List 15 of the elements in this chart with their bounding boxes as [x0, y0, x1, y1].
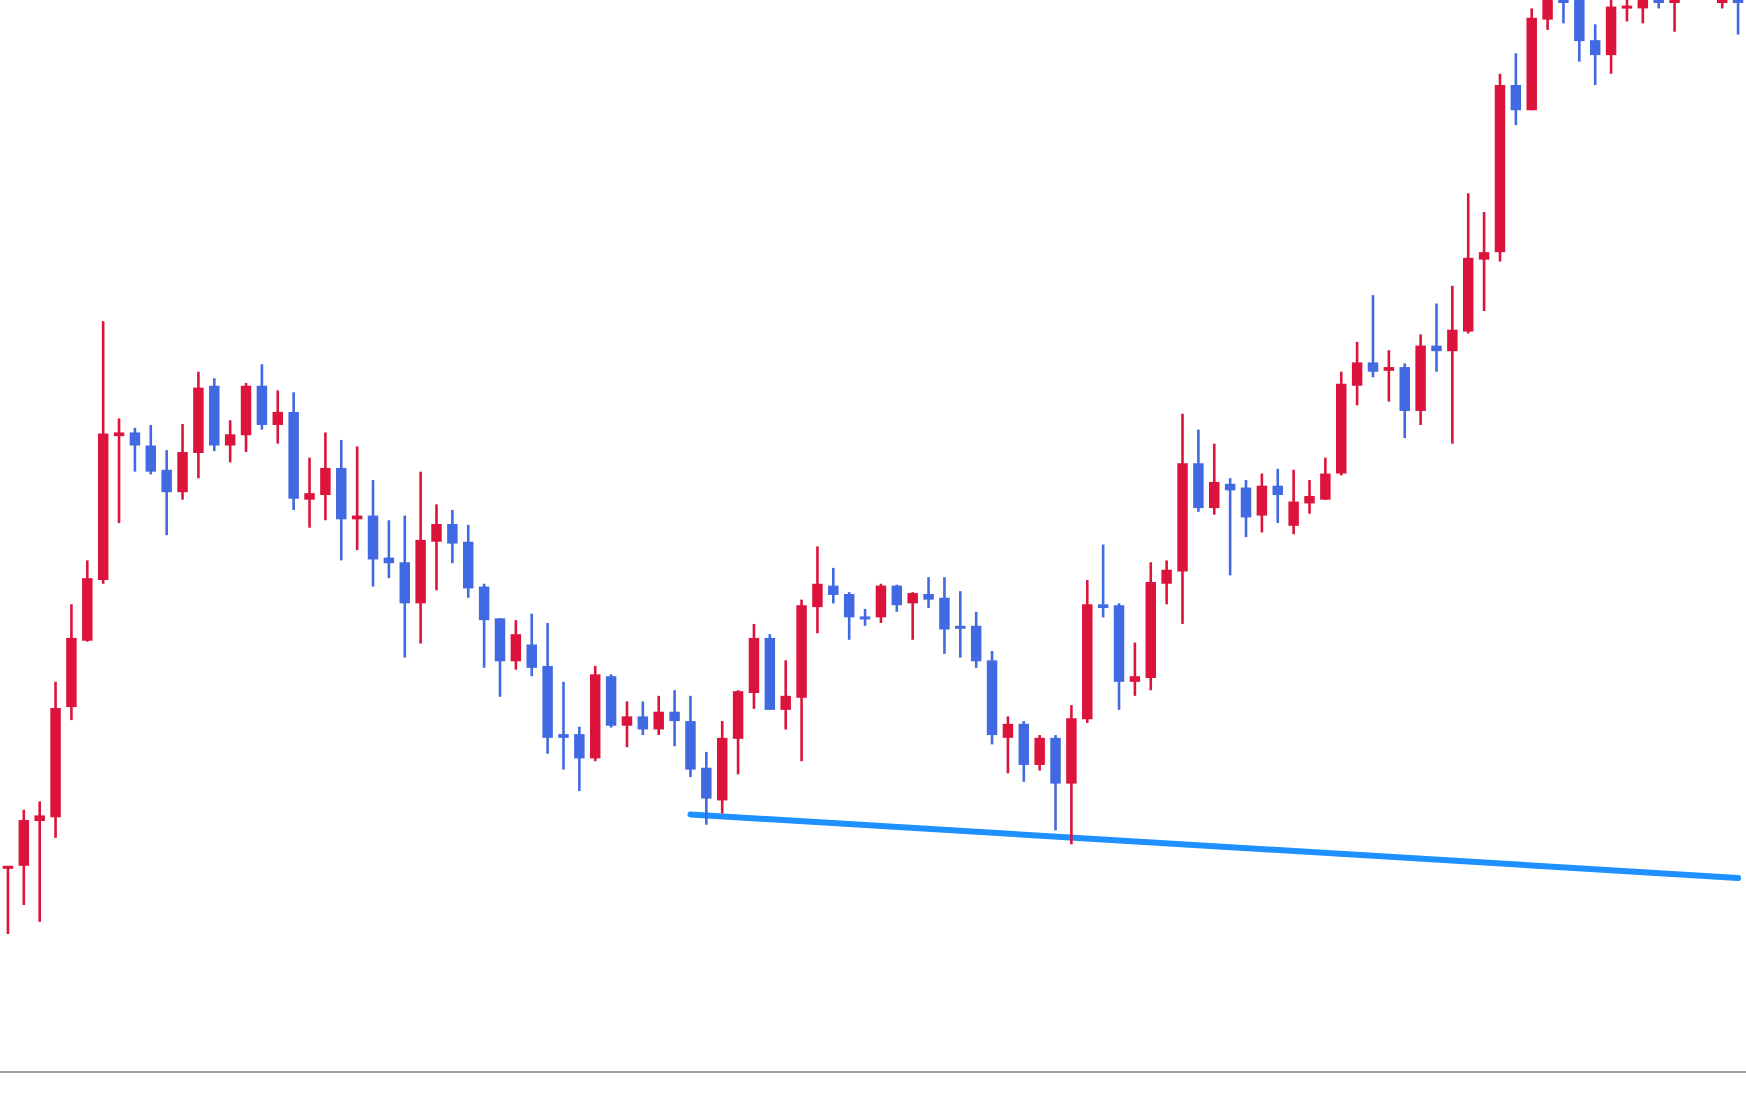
candlestick	[1304, 480, 1315, 514]
candlestick	[955, 591, 966, 658]
candlestick	[907, 592, 918, 640]
candlestick	[669, 690, 680, 747]
candlestick	[1431, 303, 1442, 372]
candlestick	[34, 801, 45, 922]
candlestick	[1272, 468, 1283, 524]
candlestick	[1447, 285, 1458, 444]
candlestick	[1558, 0, 1569, 24]
candlestick	[431, 504, 442, 591]
candlestick	[558, 681, 569, 770]
candlestick	[304, 457, 315, 528]
candlestick	[1669, 0, 1680, 32]
candlestick	[780, 660, 791, 730]
candlestick	[923, 577, 934, 609]
